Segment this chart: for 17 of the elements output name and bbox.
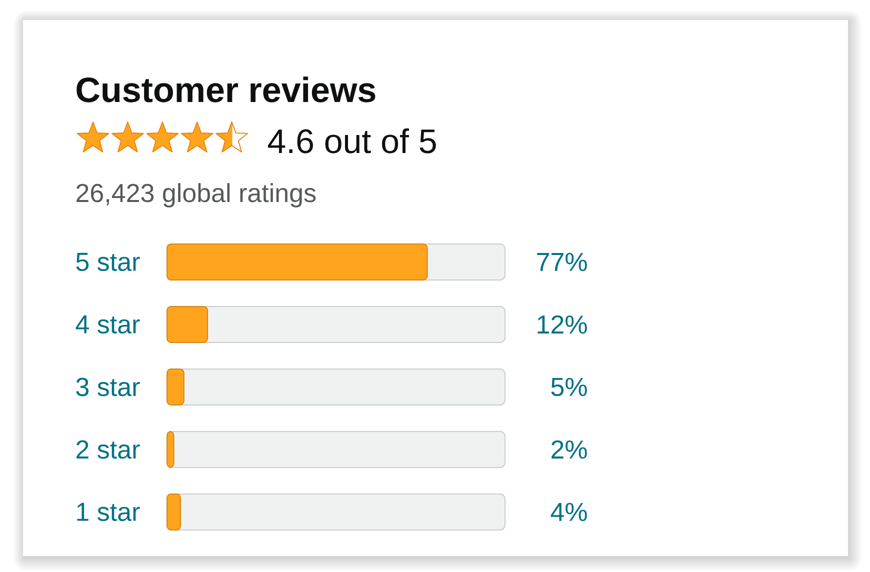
bar — [166, 306, 208, 343]
text: 26,423 global ratings — [76, 183, 316, 208]
y-tick-label: 4 star — [76, 315, 140, 334]
bar — [166, 430, 174, 468]
y-tick-label: 5 star — [76, 252, 140, 272]
y-tick-label: 3 star — [76, 378, 140, 396]
data-label: 4% — [550, 502, 587, 522]
text: 4.6 out of 5 — [268, 128, 436, 154]
data-label: 12% — [538, 315, 587, 334]
data-label: 5% — [551, 378, 587, 396]
chart-title: Customer reviews — [76, 76, 376, 102]
y-tick-label: 1 star — [77, 502, 140, 522]
bar — [166, 368, 184, 406]
data-label: 2% — [552, 440, 587, 459]
bar — [166, 493, 182, 530]
data-label: 77% — [537, 252, 587, 272]
y-tick-label: 2 star — [76, 440, 140, 459]
